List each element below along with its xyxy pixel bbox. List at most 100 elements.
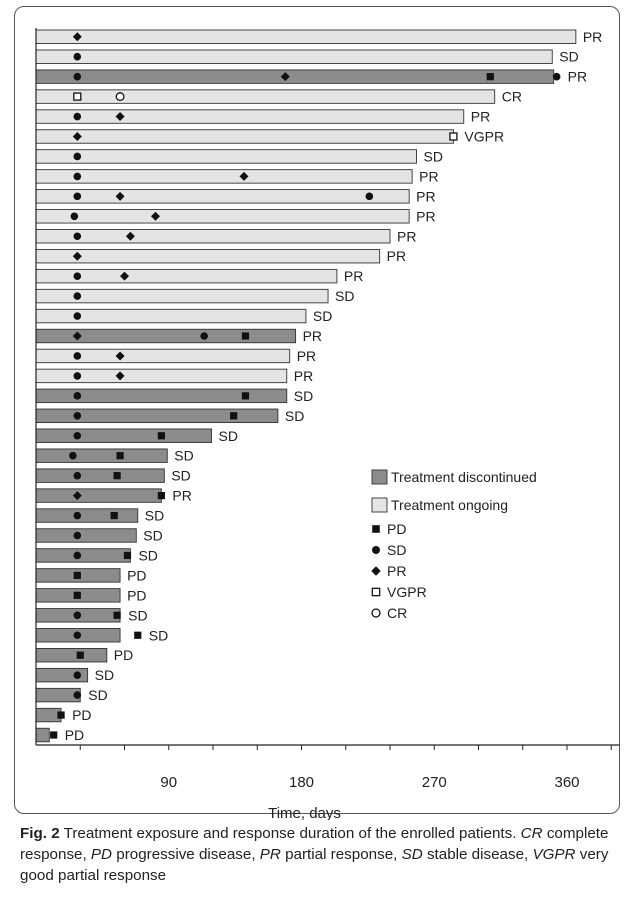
pd-marker bbox=[123, 551, 132, 560]
response-label-8: PR bbox=[419, 168, 438, 184]
sd-marker bbox=[73, 431, 82, 440]
caption-def-sd: stable disease, bbox=[422, 846, 533, 863]
response-label-15: SD bbox=[313, 308, 332, 324]
patient-bar-35 bbox=[35, 707, 62, 723]
pr-marker bbox=[371, 566, 381, 576]
sd-marker bbox=[73, 551, 82, 560]
legend-vgpr: VGPR bbox=[371, 584, 427, 600]
legend-vgpr-label: VGPR bbox=[387, 584, 427, 600]
legend-discontinued: Treatment discontinued bbox=[371, 469, 537, 485]
pd-marker bbox=[50, 731, 58, 739]
legend-cr-label: CR bbox=[387, 605, 407, 621]
pr-marker bbox=[115, 191, 125, 201]
caption-abbr-pr: PR bbox=[259, 846, 281, 863]
sd-marker bbox=[73, 152, 82, 161]
pd-marker bbox=[76, 651, 84, 659]
markers-layer bbox=[50, 32, 561, 739]
sd-marker bbox=[73, 511, 82, 520]
sd-marker bbox=[73, 691, 82, 699]
response-label-1: PR bbox=[583, 29, 602, 45]
legend: Treatment discontinued Treatment ongoing P… bbox=[371, 469, 537, 621]
pd-marker bbox=[113, 472, 121, 480]
response-label-12: PR bbox=[387, 248, 406, 264]
pd-marker bbox=[157, 492, 165, 500]
x-tick-label-360: 360 bbox=[554, 774, 579, 791]
cr-marker bbox=[115, 92, 125, 102]
pr-marker bbox=[239, 171, 249, 181]
legend-pd-label: PD bbox=[387, 521, 406, 537]
caption-def-vgpr: very good partial response bbox=[20, 846, 609, 884]
response-label-32: PD bbox=[114, 647, 133, 663]
pr-marker bbox=[150, 211, 160, 221]
patient-bar-1 bbox=[35, 29, 577, 44]
sd-marker bbox=[73, 192, 82, 201]
response-label-18: PR bbox=[294, 368, 313, 384]
patient-bar-5 bbox=[35, 109, 465, 124]
response-label-2: SD bbox=[559, 49, 578, 65]
pd-marker bbox=[157, 432, 165, 440]
caption-def-pd: progressive disease, bbox=[112, 846, 260, 863]
legend-pd: PD bbox=[372, 521, 406, 537]
sd-marker bbox=[73, 531, 82, 540]
caption-abbr-cr: CR bbox=[520, 825, 543, 842]
patient-bar-32 bbox=[35, 648, 108, 663]
sd-marker bbox=[73, 611, 82, 620]
cr-marker bbox=[371, 608, 381, 618]
pd-marker bbox=[116, 452, 124, 460]
pd-marker bbox=[241, 392, 250, 400]
pd-marker bbox=[241, 332, 250, 340]
caption-def-pr: partial response, bbox=[280, 846, 402, 863]
sd-marker bbox=[69, 451, 77, 460]
vgpr-marker bbox=[449, 132, 458, 141]
response-label-16: PR bbox=[303, 328, 322, 344]
patient-bar-24 bbox=[35, 488, 162, 503]
pd-marker bbox=[73, 591, 81, 599]
sd-marker bbox=[372, 546, 380, 554]
legend-ongoing-label: Treatment ongoing bbox=[391, 497, 508, 513]
sd-marker bbox=[73, 232, 82, 241]
legend-discontinued-swatch bbox=[371, 469, 388, 485]
patient-bar-23 bbox=[35, 468, 165, 483]
sd-marker bbox=[200, 332, 208, 340]
sd-marker bbox=[365, 192, 374, 201]
response-label-24: PR bbox=[172, 488, 191, 504]
pd-marker bbox=[134, 631, 142, 639]
x-tick-label-270: 270 bbox=[422, 774, 447, 791]
pd-marker bbox=[230, 412, 238, 420]
patient-bar-36 bbox=[35, 727, 50, 743]
patient-bar-25 bbox=[35, 508, 139, 523]
sd-marker bbox=[73, 272, 82, 280]
sd-marker bbox=[73, 631, 82, 640]
sd-marker bbox=[552, 72, 561, 81]
response-label-13: PR bbox=[344, 268, 363, 284]
patient-bar-22 bbox=[35, 448, 168, 463]
pd-marker bbox=[110, 511, 118, 520]
sd-marker bbox=[73, 671, 82, 679]
response-label-5: PR bbox=[471, 109, 490, 125]
response-label-27: SD bbox=[138, 547, 157, 563]
caption-label: Fig. 2 bbox=[20, 825, 60, 842]
legend-sd-label: SD bbox=[387, 542, 406, 558]
patient-bar-12 bbox=[35, 248, 381, 264]
response-label-19: SD bbox=[294, 388, 313, 404]
response-label-30: SD bbox=[128, 607, 147, 623]
response-label-25: SD bbox=[145, 508, 164, 524]
response-label-29: PD bbox=[127, 587, 146, 603]
response-label-11: PR bbox=[397, 228, 416, 244]
patient-bar-11 bbox=[35, 229, 391, 244]
pr-marker bbox=[72, 331, 82, 341]
sd-marker bbox=[73, 172, 82, 181]
pr-marker bbox=[72, 491, 82, 501]
patient-bar-21 bbox=[35, 428, 212, 443]
response-label-17: PR bbox=[297, 348, 316, 364]
response-label-35: PD bbox=[72, 707, 91, 723]
caption-def-cr: complete response, bbox=[20, 825, 609, 863]
patient-bar-13 bbox=[35, 268, 338, 284]
response-label-21: SD bbox=[219, 428, 238, 444]
response-label-26: SD bbox=[143, 528, 162, 544]
sd-marker bbox=[73, 52, 82, 61]
sd-marker bbox=[73, 392, 82, 400]
pr-marker bbox=[120, 271, 129, 281]
swimmer-chart: PRSDPRCRPRVGPRSDPRPRPRPRPRPRSDSDPRPRPRSD… bbox=[35, 28, 620, 820]
sd-marker bbox=[73, 292, 82, 300]
